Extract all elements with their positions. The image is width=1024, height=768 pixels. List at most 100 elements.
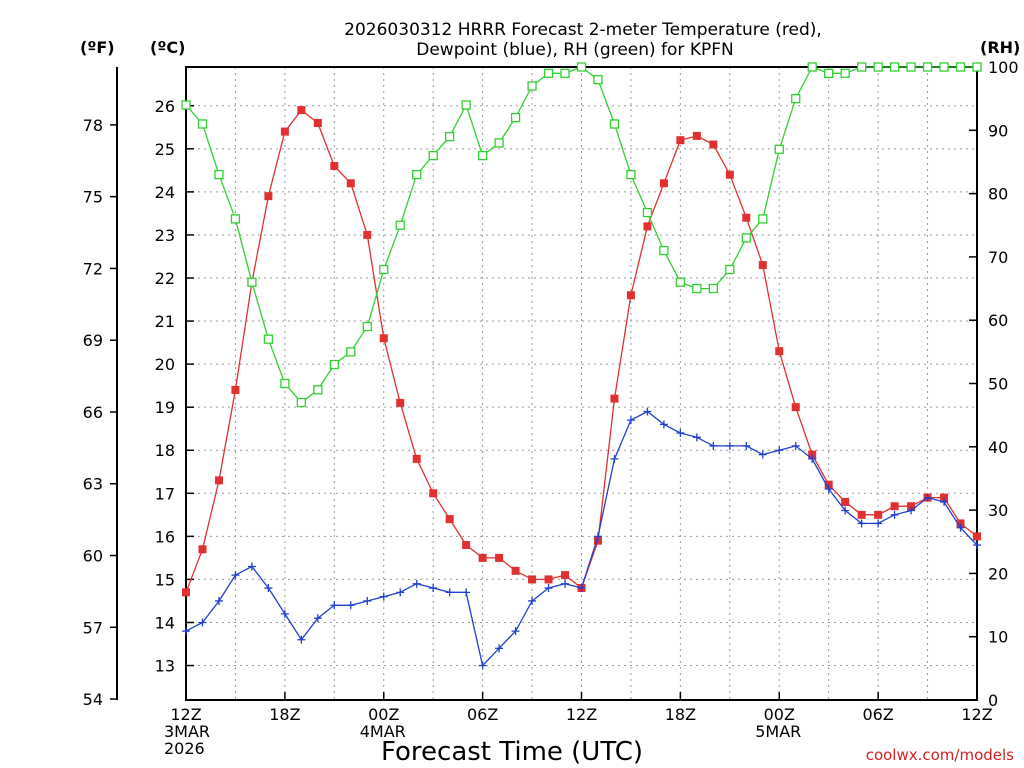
dewpoint-point [956,523,965,532]
celsius-tick-label: 24 [155,183,175,202]
dewpoint-point [346,601,355,610]
rh-point [395,220,405,230]
rh-tick-label: 50 [988,375,1008,394]
temperature-point [495,553,504,562]
dewpoint-point [742,441,751,450]
dewpoint-point [593,532,602,541]
temperature-point [907,502,916,511]
dewpoint-point [923,493,932,502]
celsius-tick-label: 15 [155,570,175,589]
dewpoint-point [429,584,438,593]
celsius-tick-label: 25 [155,140,175,159]
temperature-point [379,334,388,343]
dewpoint-point [214,596,223,605]
temperature-point [725,170,734,179]
dewpoint-point [363,596,372,605]
dewpoint-point [412,579,421,588]
rh-point [659,245,669,256]
fahrenheit-tick-label: 72 [83,259,103,278]
temperature-point [758,261,767,270]
dewpoint-point [330,601,339,610]
celsius-tick-label: 16 [155,527,175,546]
fahrenheit-tick-label: 63 [83,475,103,494]
rh-tick-label: 70 [988,248,1008,267]
rh-point [840,68,850,78]
dewpoint-point [182,627,190,636]
fahrenheit-tick-label: 60 [83,547,103,566]
rh-point [807,62,817,72]
temperature-point [643,222,652,231]
rh-point [824,68,834,78]
dewpoint-point [692,433,701,442]
rh-point [642,207,653,218]
rh-point [263,334,274,344]
time-tick-label: 12Z [170,705,201,724]
rh-point [461,100,471,110]
rh-point [230,214,241,224]
celsius-tick-label: 21 [155,312,175,331]
rh-point [527,81,537,91]
temperature-point [692,131,701,140]
fahrenheit-unit-label: (ºF) [80,38,115,57]
rh-point [972,62,982,72]
temperature-point [973,532,981,541]
temperature-point [709,140,718,149]
temperature-point [940,493,949,502]
dewpoint-point [709,441,718,450]
rh-point [741,233,751,243]
rh-point [412,169,422,180]
rh-point [197,119,208,129]
time-tick-label: 18Z [269,705,300,724]
dewpoint-point [874,519,883,528]
rh-point [247,277,257,287]
fahrenheit-tick-label: 78 [83,116,103,135]
rh-point [758,214,768,224]
time-tick-label: 12Z [961,705,992,724]
rh-point [939,62,949,72]
rh-point [560,68,570,78]
chart-title-line1: 2026030312 HRRR Forecast 2-meter Tempera… [344,20,822,40]
temperature-point [429,489,438,498]
time-tick-label: 4MAR [360,722,406,741]
temperature-point [445,515,454,524]
dewpoint-point [857,519,866,528]
temperature-point [182,588,190,597]
dewpoint-point [462,588,471,597]
temperature-point [412,454,421,463]
celsius-tick-label: 22 [155,269,175,288]
celsius-tick-label: 18 [155,441,175,460]
rh-point [725,264,735,275]
dewpoint-point [396,588,405,597]
fahrenheit-tick-label: 75 [83,188,103,207]
rh-point [922,62,933,72]
temperature-point [231,385,240,394]
rh-tick-label: 0 [988,691,998,710]
time-tick-label: 18Z [665,705,696,724]
rh-point [626,169,636,180]
tick-labels: 13 14 15 16 17 18 19 20 21 22 23 24 25 26 54 57 60 63 66 69… [83,58,1019,758]
rh-tick-label: 20 [988,564,1008,583]
rh-point [675,277,686,287]
celsius-tick-label: 23 [155,226,175,245]
time-tick-label: 12Z [566,705,597,724]
dewpoint-point [610,454,619,463]
temperature-point [544,575,553,584]
temperature-point [742,213,751,222]
fahrenheit-tick-label: 69 [83,331,103,350]
rh-point [873,62,883,72]
rh-point [494,138,504,148]
data-series [181,62,982,670]
dewpoint-point [577,584,586,593]
dewpoint-point [791,441,800,450]
temperature-point [214,476,223,485]
temperature-point [775,347,784,356]
rh-point [296,397,307,408]
chart-title-line2: Dewpoint (blue), RH (green) for KPFN [416,40,733,60]
rh-tick-label: 100 [988,58,1019,77]
dewpoint-point [231,571,240,580]
temperature-point [528,575,537,584]
dewpoint-point [478,661,487,670]
temperature-point [841,497,850,506]
plot-frame [185,66,978,701]
celsius-unit-label: (ºC) [150,38,185,57]
